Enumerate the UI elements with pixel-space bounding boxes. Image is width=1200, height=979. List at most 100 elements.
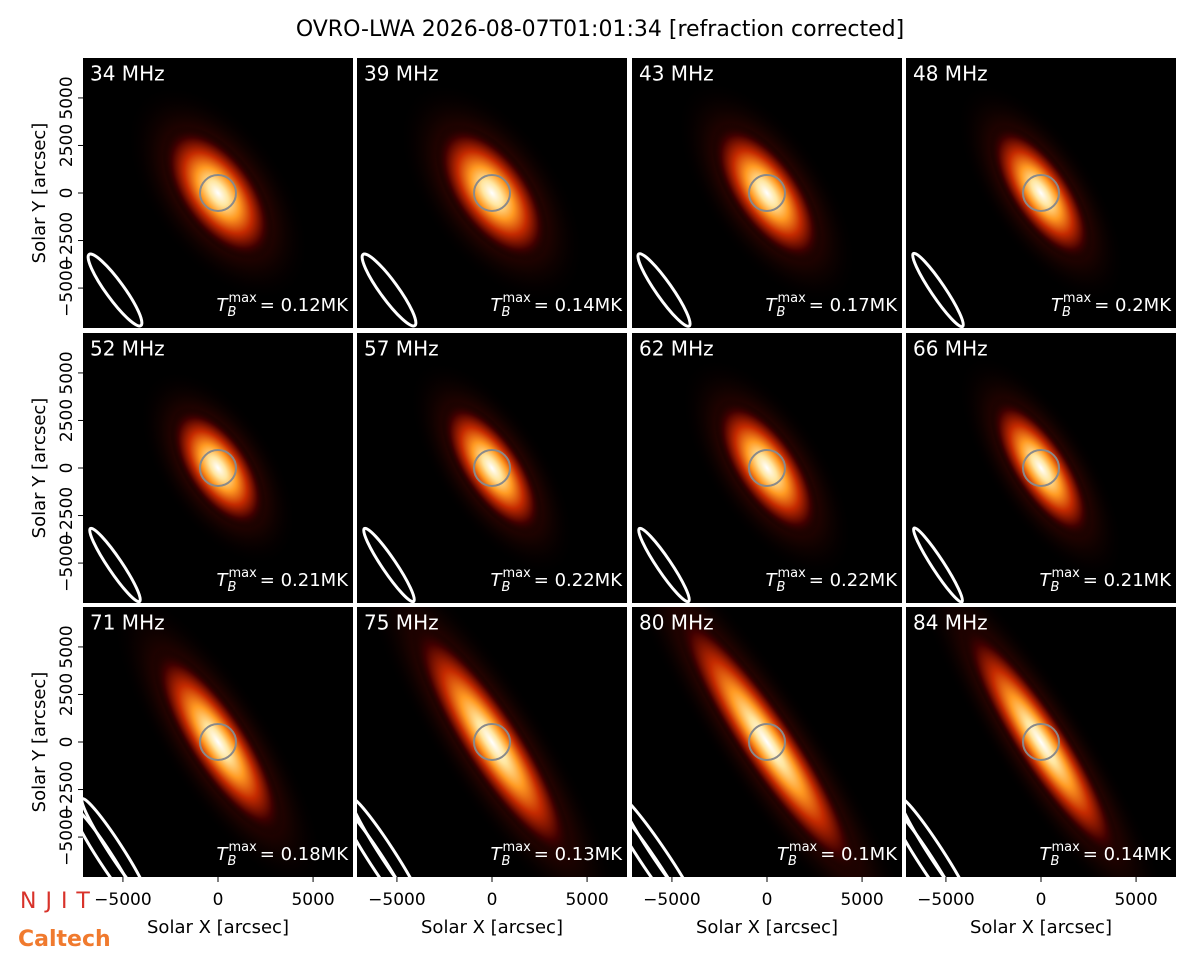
- panel-title: 75 MHz: [364, 611, 439, 635]
- annotation-text: = 0.12MK: [260, 295, 349, 316]
- annotation-text: = 0.14MK: [534, 295, 623, 316]
- annotation-text: = 0.21MK: [260, 570, 349, 591]
- x-tick-label: −5000: [917, 890, 975, 910]
- annotation: TBmax = 0.2MK: [1051, 291, 1172, 320]
- panel-title: 34 MHz: [90, 62, 165, 86]
- solar-limb: [1022, 723, 1060, 761]
- annotation-superscript: max: [228, 840, 257, 855]
- panel-title: 52 MHz: [90, 337, 165, 361]
- annotation: TBmax = 0.22MK: [491, 566, 624, 595]
- beam: [86, 252, 144, 328]
- emission: [152, 648, 284, 836]
- beam: [357, 796, 425, 877]
- x-tick-label: 0: [762, 890, 773, 910]
- annotation-symbol: T: [491, 570, 504, 591]
- panel-title: 43 MHz: [639, 62, 714, 86]
- y-tick-label: 2500: [57, 124, 77, 167]
- panel-title: 80 MHz: [639, 611, 714, 635]
- annotation: TBmax = 0.18MK: [217, 840, 350, 869]
- solar-limb: [473, 449, 511, 487]
- annotation-subscript: B: [788, 854, 797, 869]
- y-tick-label: 0: [57, 737, 77, 748]
- x-tick-label: 5000: [291, 890, 334, 910]
- panel: [357, 607, 627, 877]
- panel: [357, 333, 627, 603]
- x-axis-label: Solar X [arcsec]: [147, 917, 289, 938]
- y-tick-label: −2500: [57, 212, 77, 270]
- y-tick-label: −5000: [57, 259, 77, 317]
- panel: [632, 58, 902, 328]
- solar-limb: [473, 723, 511, 761]
- emission: [411, 623, 573, 861]
- y-tick-label: −5000: [57, 534, 77, 592]
- beam: [83, 797, 150, 877]
- annotation-symbol: T: [217, 844, 230, 865]
- beam: [637, 526, 691, 603]
- x-tick-label: −5000: [368, 890, 426, 910]
- beam: [88, 526, 142, 603]
- emission: [711, 122, 823, 264]
- panel-title: 39 MHz: [364, 62, 439, 86]
- annotation-subscript: B: [502, 305, 511, 320]
- y-tick-label: −5000: [57, 808, 77, 866]
- emission: [161, 125, 275, 261]
- x-tick-label: −5000: [643, 890, 701, 910]
- annotation: TBmax = 0.21MK: [1040, 566, 1173, 595]
- y-axis-label: Solar Y [arcsec]: [29, 672, 50, 813]
- annotation-text: = 0.13MK: [534, 844, 623, 865]
- panel: [906, 333, 1176, 603]
- panel: [906, 607, 1176, 877]
- annotation: TBmax = 0.21MK: [217, 566, 350, 595]
- annotation-subscript: B: [502, 580, 511, 595]
- panel-title: 48 MHz: [913, 62, 988, 86]
- logo-njit: NJIT: [20, 889, 99, 914]
- solar-limb: [1022, 449, 1060, 487]
- annotation-superscript: max: [1051, 566, 1080, 581]
- annotation-text: = 0.14MK: [1083, 844, 1172, 865]
- annotation-text: = 0.17MK: [809, 295, 898, 316]
- y-tick-label: 2500: [57, 673, 77, 716]
- emission: [674, 608, 860, 876]
- beam: [906, 796, 974, 877]
- x-tick-label: 5000: [565, 890, 608, 910]
- panel-title: 84 MHz: [913, 611, 988, 635]
- panel: [632, 607, 902, 877]
- annotation-subscript: B: [228, 580, 237, 595]
- annotation-superscript: max: [502, 291, 531, 306]
- y-axis-label: Solar Y [arcsec]: [29, 398, 50, 539]
- panel-title: 66 MHz: [913, 337, 988, 361]
- beam: [360, 252, 418, 328]
- annotation-subscript: B: [1062, 305, 1071, 320]
- emission: [714, 399, 820, 537]
- y-tick-label: 5000: [57, 625, 77, 668]
- solar-limb: [473, 174, 511, 212]
- annotation-subscript: B: [777, 580, 786, 595]
- panel: [83, 58, 353, 328]
- y-tick-label: 5000: [57, 76, 77, 119]
- annotation-subscript: B: [228, 854, 237, 869]
- y-tick-label: −2500: [57, 761, 77, 819]
- y-tick-label: 0: [57, 463, 77, 474]
- beam: [911, 251, 965, 328]
- annotation-superscript: max: [502, 840, 531, 855]
- annotation: TBmax = 0.1MK: [777, 840, 898, 869]
- annotation-symbol: T: [1040, 844, 1053, 865]
- annotation: TBmax = 0.22MK: [766, 566, 899, 595]
- annotation-subscript: B: [1051, 854, 1060, 869]
- solar-limb: [748, 723, 786, 761]
- beam: [362, 526, 416, 603]
- annotation-superscript: max: [777, 566, 806, 581]
- annotation: TBmax = 0.17MK: [766, 291, 899, 320]
- annotation: TBmax = 0.14MK: [1040, 840, 1173, 869]
- x-tick-label: 0: [487, 890, 498, 910]
- y-tick-label: −2500: [57, 487, 77, 545]
- solar-limb: [199, 449, 237, 487]
- annotation-superscript: max: [1051, 840, 1080, 855]
- annotation-text: = 0.21MK: [1083, 570, 1172, 591]
- emission: [440, 400, 544, 536]
- panel-title: 57 MHz: [364, 337, 439, 361]
- annotation-subscript: B: [228, 305, 237, 320]
- annotation-subscript: B: [777, 305, 786, 320]
